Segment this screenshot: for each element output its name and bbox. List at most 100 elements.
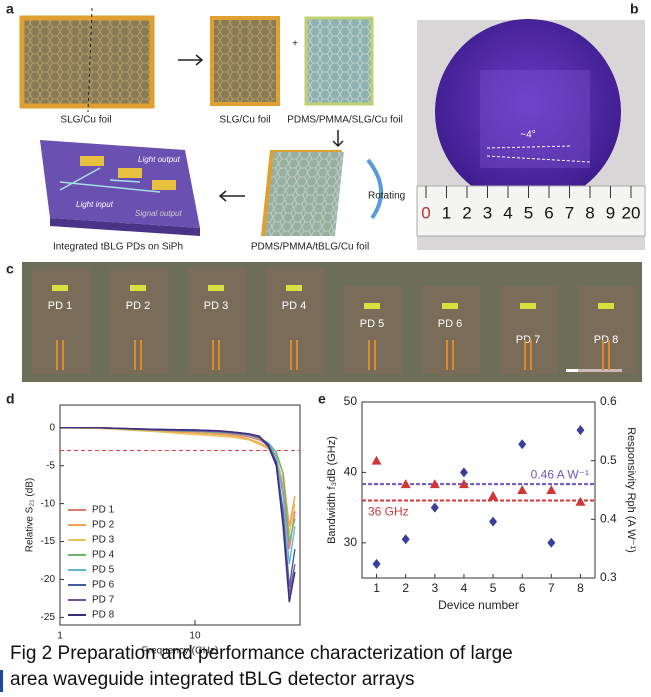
device-label: PD 4 xyxy=(282,300,306,312)
legend-label: PD 6 xyxy=(92,580,115,591)
legend-label: PD 5 xyxy=(92,565,115,576)
legend-label: PD 1 xyxy=(92,505,115,516)
pd-pad xyxy=(152,180,176,190)
caption: area waveguide integrated tBLG detector … xyxy=(10,669,415,690)
light-output: Light output xyxy=(138,155,181,164)
device-region xyxy=(500,286,558,374)
light-input: Light input xyxy=(76,200,114,209)
x-axis-label: Frequency (GHz) xyxy=(142,646,219,657)
panel-label: c xyxy=(6,261,14,277)
x-tick-label: 5 xyxy=(490,581,497,595)
foil-label: PDMS/PMMA/tBLG/Cu foil xyxy=(251,242,369,253)
electrode xyxy=(452,340,454,370)
electrode xyxy=(530,340,532,370)
ruler-label: 6 xyxy=(544,203,553,222)
data-point xyxy=(400,479,411,489)
caption: Fig 2 Preparation and performance charac… xyxy=(10,643,513,664)
data-point xyxy=(489,516,498,527)
device-region xyxy=(344,286,402,374)
tblg-film xyxy=(480,70,590,168)
ruler-label: 1 xyxy=(442,203,451,222)
foil-label: SLG/Cu foil xyxy=(219,115,270,126)
y2-tick-label: 0.5 xyxy=(600,453,617,467)
scale-bar xyxy=(566,369,622,372)
legend-label: PD 3 xyxy=(92,535,115,546)
x-tick-label: 6 xyxy=(519,581,526,595)
signal-output: Signal output xyxy=(135,209,182,218)
plot-frame xyxy=(361,401,596,579)
wafer xyxy=(435,19,621,205)
data-point xyxy=(576,425,585,436)
data-point xyxy=(429,479,440,489)
device-label: PD 2 xyxy=(126,300,150,312)
data-point xyxy=(518,439,527,450)
x-tick-label: 3 xyxy=(431,581,438,595)
legend-label: PD 4 xyxy=(92,550,115,561)
device-label: PD 6 xyxy=(438,318,462,330)
device-label: PD 5 xyxy=(360,318,384,330)
y-tick-label: 50 xyxy=(344,394,358,408)
x-tick-label: 2 xyxy=(402,581,409,595)
plus: + xyxy=(292,39,298,50)
electrode xyxy=(602,340,604,370)
device-region xyxy=(266,268,324,374)
device-region xyxy=(32,268,90,374)
panel-label: b xyxy=(630,1,639,17)
legend-label: PD 8 xyxy=(92,610,115,621)
y2-tick-label: 0.3 xyxy=(600,570,617,584)
y-tick-label: -25 xyxy=(41,612,56,623)
rotating-label: Rotating xyxy=(368,191,405,202)
ruler-label: 0 xyxy=(421,203,430,222)
margin-mark xyxy=(0,670,3,692)
panel-label: a xyxy=(6,1,14,17)
ruler-label: 3 xyxy=(483,203,492,222)
electrode xyxy=(56,340,58,370)
y-tick-label: 0 xyxy=(49,422,55,433)
micrograph xyxy=(22,262,642,382)
device-label: PD 7 xyxy=(516,334,540,346)
panel-label: d xyxy=(6,391,15,407)
chart-d: 0 -5 -10 -15 -20 -251 10 Frequency (GHz) Relativ… xyxy=(25,404,301,657)
electrode xyxy=(212,340,214,370)
electrode xyxy=(524,340,526,370)
chart-e: 30 40 50 0.3 0.4 0.5 0.6 1 2 3 4 5 6 7 8 Device number B… xyxy=(326,394,637,612)
x-tick-label: 4 xyxy=(461,581,468,595)
rotate-arrow xyxy=(366,158,384,220)
foil xyxy=(304,16,374,106)
electrode xyxy=(134,340,136,370)
plot-frame xyxy=(59,404,301,626)
electrode xyxy=(446,340,448,370)
reference-label: 0.46 A W⁻¹ xyxy=(531,467,589,481)
data-point xyxy=(371,455,382,465)
device-pads xyxy=(598,303,614,309)
ruler-label: 7 xyxy=(565,203,574,222)
y2-tick-label: 0.4 xyxy=(600,512,617,526)
panel-b: ~4° 0 1 2 3 4 5 6 7 8 9 20 xyxy=(416,19,646,250)
x-tick-label: 8 xyxy=(577,581,584,595)
panel-c: PD 1 PD 2 PD 3 PD 4 PD 5 PD 6 PD 7 PD 8 xyxy=(22,262,642,382)
arrow xyxy=(178,54,204,66)
electrode xyxy=(290,340,292,370)
y-tick-label: 40 xyxy=(344,465,358,479)
panel-label: e xyxy=(318,391,326,407)
device-region xyxy=(110,268,168,374)
device-label: PD 8 xyxy=(594,334,618,346)
panel-a: SLG/Cu foil SLG/Cu foil + PDMS/PMMA/SLG/… xyxy=(19,7,405,253)
y-axis-label: Relative S₂₁ (dB) xyxy=(25,478,36,553)
ruler-label: 9 xyxy=(606,203,615,222)
device-pads xyxy=(520,303,536,309)
series-line xyxy=(60,427,296,550)
pd-pad xyxy=(118,168,142,178)
y-tick-label: -20 xyxy=(41,574,56,585)
x-tick-label: 7 xyxy=(548,581,555,595)
ruler-label: 2 xyxy=(462,203,471,222)
ruler xyxy=(416,185,646,237)
foil-label: PDMS/PMMA/SLG/Cu foil xyxy=(287,115,403,126)
data-point xyxy=(575,496,586,506)
data-point xyxy=(488,490,499,500)
ruler-label: 5 xyxy=(524,203,533,222)
foil-label: SLG/Cu foil xyxy=(60,115,111,126)
x-tick-label: 10 xyxy=(189,631,201,642)
data-point xyxy=(401,534,410,545)
